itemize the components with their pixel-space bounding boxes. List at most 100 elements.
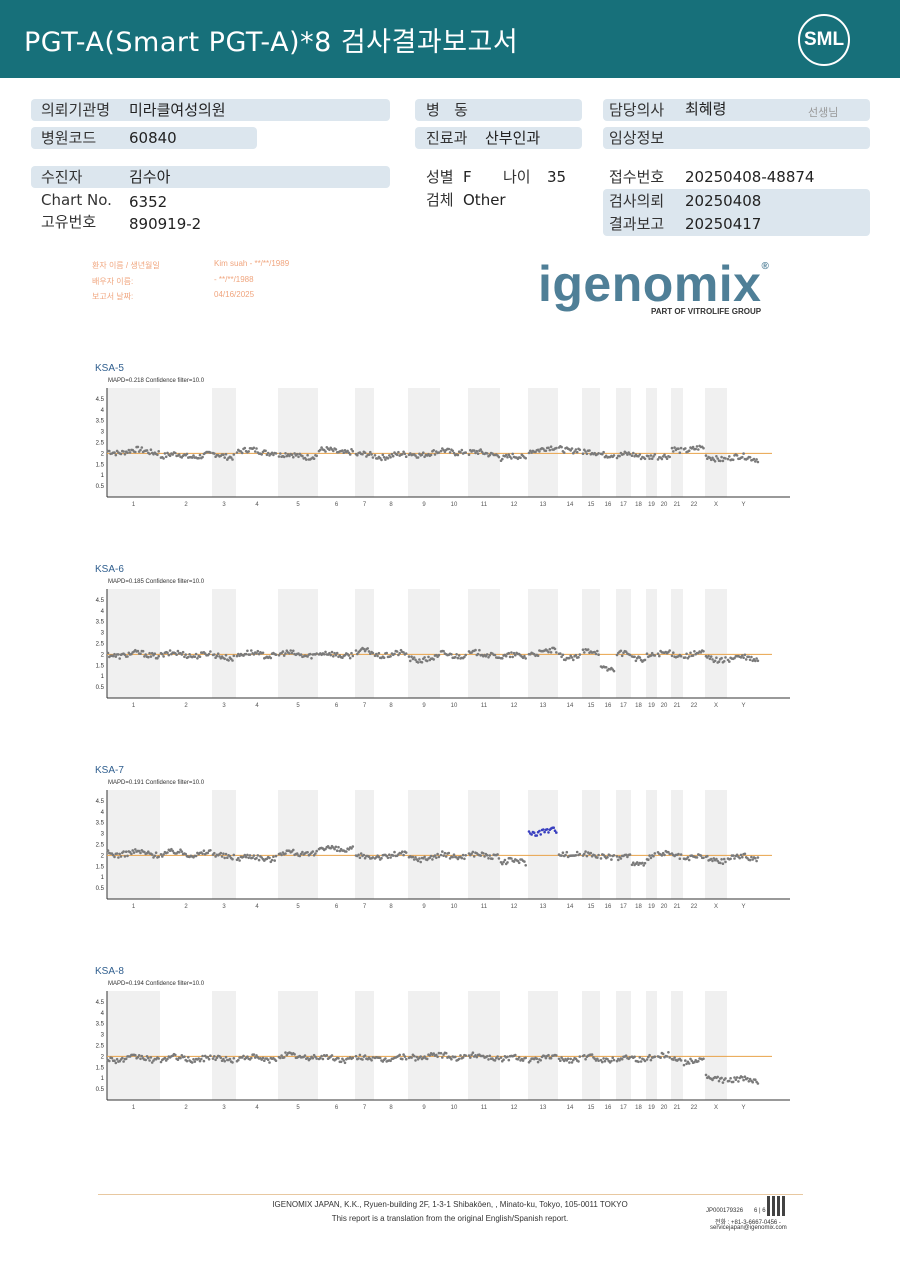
data-point [647,454,650,458]
data-point [555,1054,558,1057]
data-point [574,653,578,657]
data-point [588,449,591,452]
data-point [237,856,240,860]
data-point-group [373,850,408,861]
data-point [362,853,366,857]
chromosome-band [616,589,631,698]
data-point [255,447,258,450]
data-point [314,852,317,855]
data-point [560,445,563,449]
data-point [589,851,593,855]
data-point [491,857,494,861]
data-point [139,851,142,855]
data-point [685,652,688,656]
data-point [134,450,137,454]
data-point [668,1056,671,1059]
data-point [544,449,548,453]
data-point [248,653,252,656]
data-point [720,656,723,660]
data-point [713,460,717,463]
data-point [347,654,351,657]
data-point-group [354,1053,375,1062]
y-tick-label: 1 [101,674,105,680]
data-point [388,454,391,457]
data-point [402,1053,405,1056]
data-point [247,856,250,860]
data-point [123,855,127,858]
data-point [219,1056,223,1060]
data-point-group [499,651,527,660]
data-point [555,651,558,654]
data-point [332,655,335,658]
data-point-group [630,1055,647,1064]
qr-code-icon [767,1196,787,1216]
data-point [672,1058,675,1061]
chromosome-band [107,790,160,899]
x-tick-label: 7 [363,502,367,508]
data-point [527,451,531,455]
data-point [695,856,699,859]
data-point-group [581,648,600,656]
data-point [298,854,302,858]
data-point [175,653,178,656]
data-point [597,1059,600,1062]
x-tick-label: 19 [648,703,655,709]
x-tick-label: 12 [511,703,518,709]
data-point [728,660,731,663]
data-point [281,851,285,854]
chromosome-band [355,790,374,899]
data-point [410,655,413,658]
data-point [270,451,274,455]
data-point [361,1058,364,1061]
dates-box [603,189,870,236]
data-point [549,445,553,448]
data-point [501,457,504,461]
data-point [754,1078,757,1081]
data-point [380,458,383,462]
data-point [224,452,228,456]
data-point [180,653,184,656]
data-point-group [527,826,558,837]
data-point [277,455,281,458]
data-point [559,1059,562,1062]
y-tick-label: 2 [101,652,105,658]
data-point [139,448,142,452]
hospital-code-label: 병원코드 [41,129,97,147]
data-point [132,851,136,854]
data-point [153,652,157,655]
data-point [391,854,395,857]
data-point [280,1054,283,1057]
x-tick-label: 1 [132,1105,136,1111]
data-point [615,456,619,460]
x-tick-label: 10 [451,1105,458,1111]
chromosome-band [646,790,657,899]
data-point-group [499,452,527,462]
chart-plot: 4.543.532.521.510.51 2 3 4 5 6 7 8 9 10 11 12 13 14 15… [96,991,790,1111]
data-point [292,649,295,653]
data-point [373,654,377,658]
data-point [163,452,167,455]
data-point [363,856,367,860]
x-tick-label: 18 [635,1105,642,1111]
data-point [459,1054,462,1057]
chromosome-band [212,589,236,698]
data-point [475,1055,479,1059]
data-point [583,852,586,856]
data-point [443,450,447,454]
data-point [620,654,624,658]
data-point [756,659,760,663]
data-point [713,659,717,663]
data-point [729,1077,732,1080]
data-point [134,848,137,851]
data-point [284,1051,287,1054]
data-point [746,1077,749,1080]
data-point [148,651,151,655]
data-point [596,649,599,653]
data-point [162,655,165,658]
data-point [634,659,638,663]
data-point [232,654,236,658]
data-point [544,1056,548,1060]
data-point [315,652,318,655]
data-point [357,853,360,857]
data-point [496,853,499,856]
